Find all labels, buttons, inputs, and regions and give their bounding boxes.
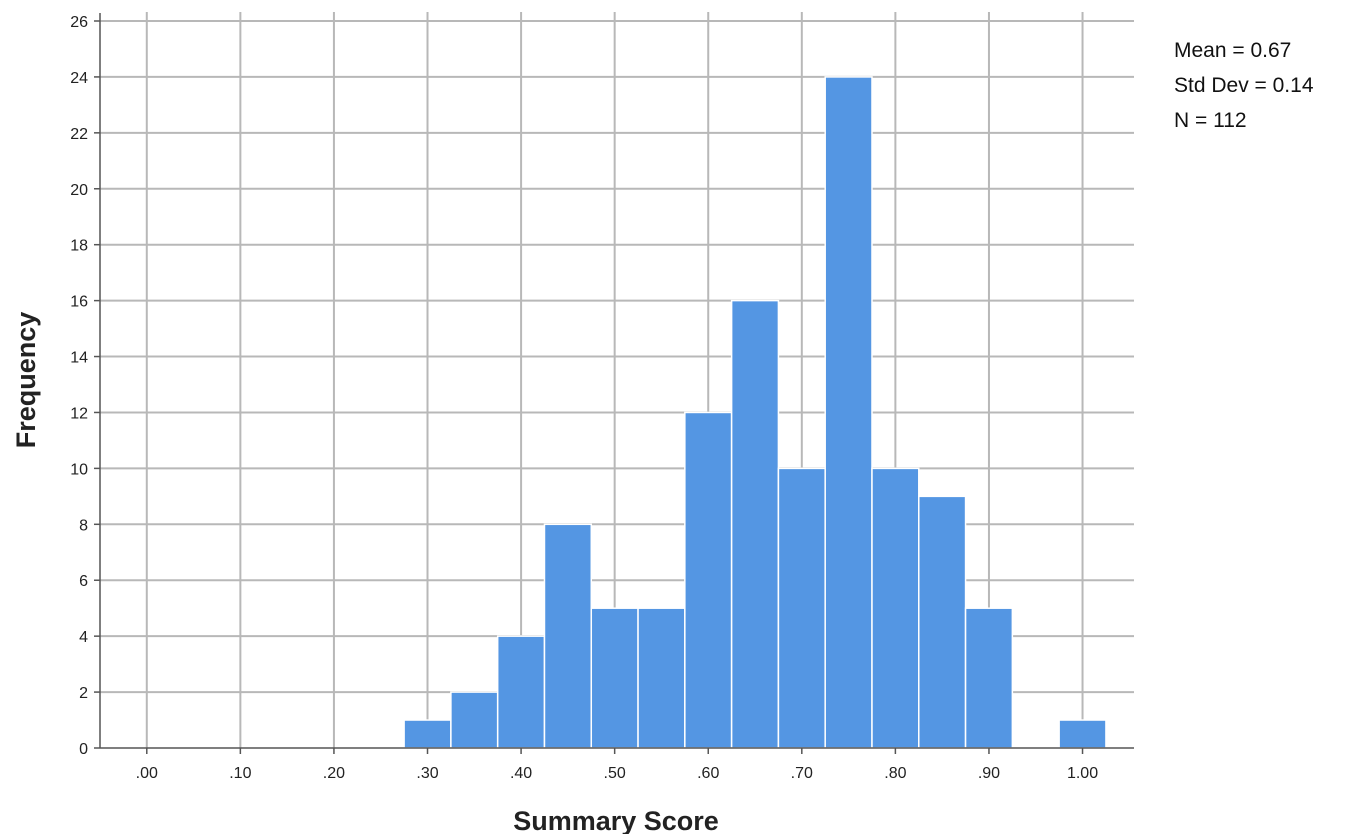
std-dev-stat: Std Dev = 0.14 — [1174, 74, 1314, 97]
histogram-bar — [684, 411, 733, 749]
x-axis-title: Summary Score — [513, 806, 719, 834]
histogram-bar — [824, 76, 873, 749]
x-tick-label: .50 — [604, 765, 626, 782]
histogram-bar — [637, 607, 686, 749]
y-tick-label: 6 — [79, 573, 88, 590]
x-tick-label: 1.00 — [1067, 765, 1098, 782]
y-tick-label: 20 — [70, 182, 88, 199]
axes — [94, 13, 1134, 754]
histogram-bar — [918, 495, 967, 749]
histogram-bar — [777, 467, 826, 749]
statistics-panel: Mean = 0.67 Std Dev = 0.14 N = 112 — [1174, 33, 1314, 138]
histogram-bar — [871, 467, 920, 749]
x-tick-label: .10 — [229, 765, 251, 782]
n-stat: N = 112 — [1174, 109, 1247, 132]
y-tick-label: 18 — [70, 238, 88, 255]
histogram-bar — [450, 691, 499, 749]
x-tick-label: .30 — [416, 765, 438, 782]
histogram-bar — [1058, 719, 1107, 749]
y-tick-label: 12 — [70, 405, 88, 422]
y-tick-label: 24 — [70, 70, 88, 87]
y-tick-label: 0 — [79, 741, 88, 758]
tick-labels: 02468101214161820222426.00.10.20.30.40.5… — [70, 14, 1098, 782]
histogram-bar — [590, 607, 639, 749]
x-tick-label: .20 — [323, 765, 345, 782]
y-tick-label: 2 — [79, 685, 88, 702]
histogram-bar — [964, 607, 1014, 749]
y-tick-label: 4 — [79, 629, 88, 646]
x-tick-label: .00 — [136, 765, 158, 782]
x-tick-label: .90 — [978, 765, 1000, 782]
y-tick-label: 22 — [70, 126, 88, 143]
y-axis-title: Frequency — [11, 312, 41, 449]
histogram-bar — [543, 523, 593, 749]
x-tick-label: .80 — [884, 765, 906, 782]
y-tick-label: 16 — [70, 294, 88, 311]
histogram-bar — [730, 299, 780, 749]
y-tick-label: 10 — [70, 461, 88, 478]
histogram-bar — [403, 719, 452, 749]
y-tick-label: 26 — [70, 14, 88, 31]
x-tick-label: .60 — [697, 765, 719, 782]
mean-stat: Mean = 0.67 — [1174, 39, 1292, 62]
x-tick-label: .70 — [791, 765, 813, 782]
histogram-bar — [496, 635, 546, 749]
histogram-bars — [403, 76, 1107, 749]
y-tick-label: 14 — [70, 350, 88, 367]
x-tick-label: .40 — [510, 765, 532, 782]
y-tick-label: 8 — [79, 517, 88, 534]
